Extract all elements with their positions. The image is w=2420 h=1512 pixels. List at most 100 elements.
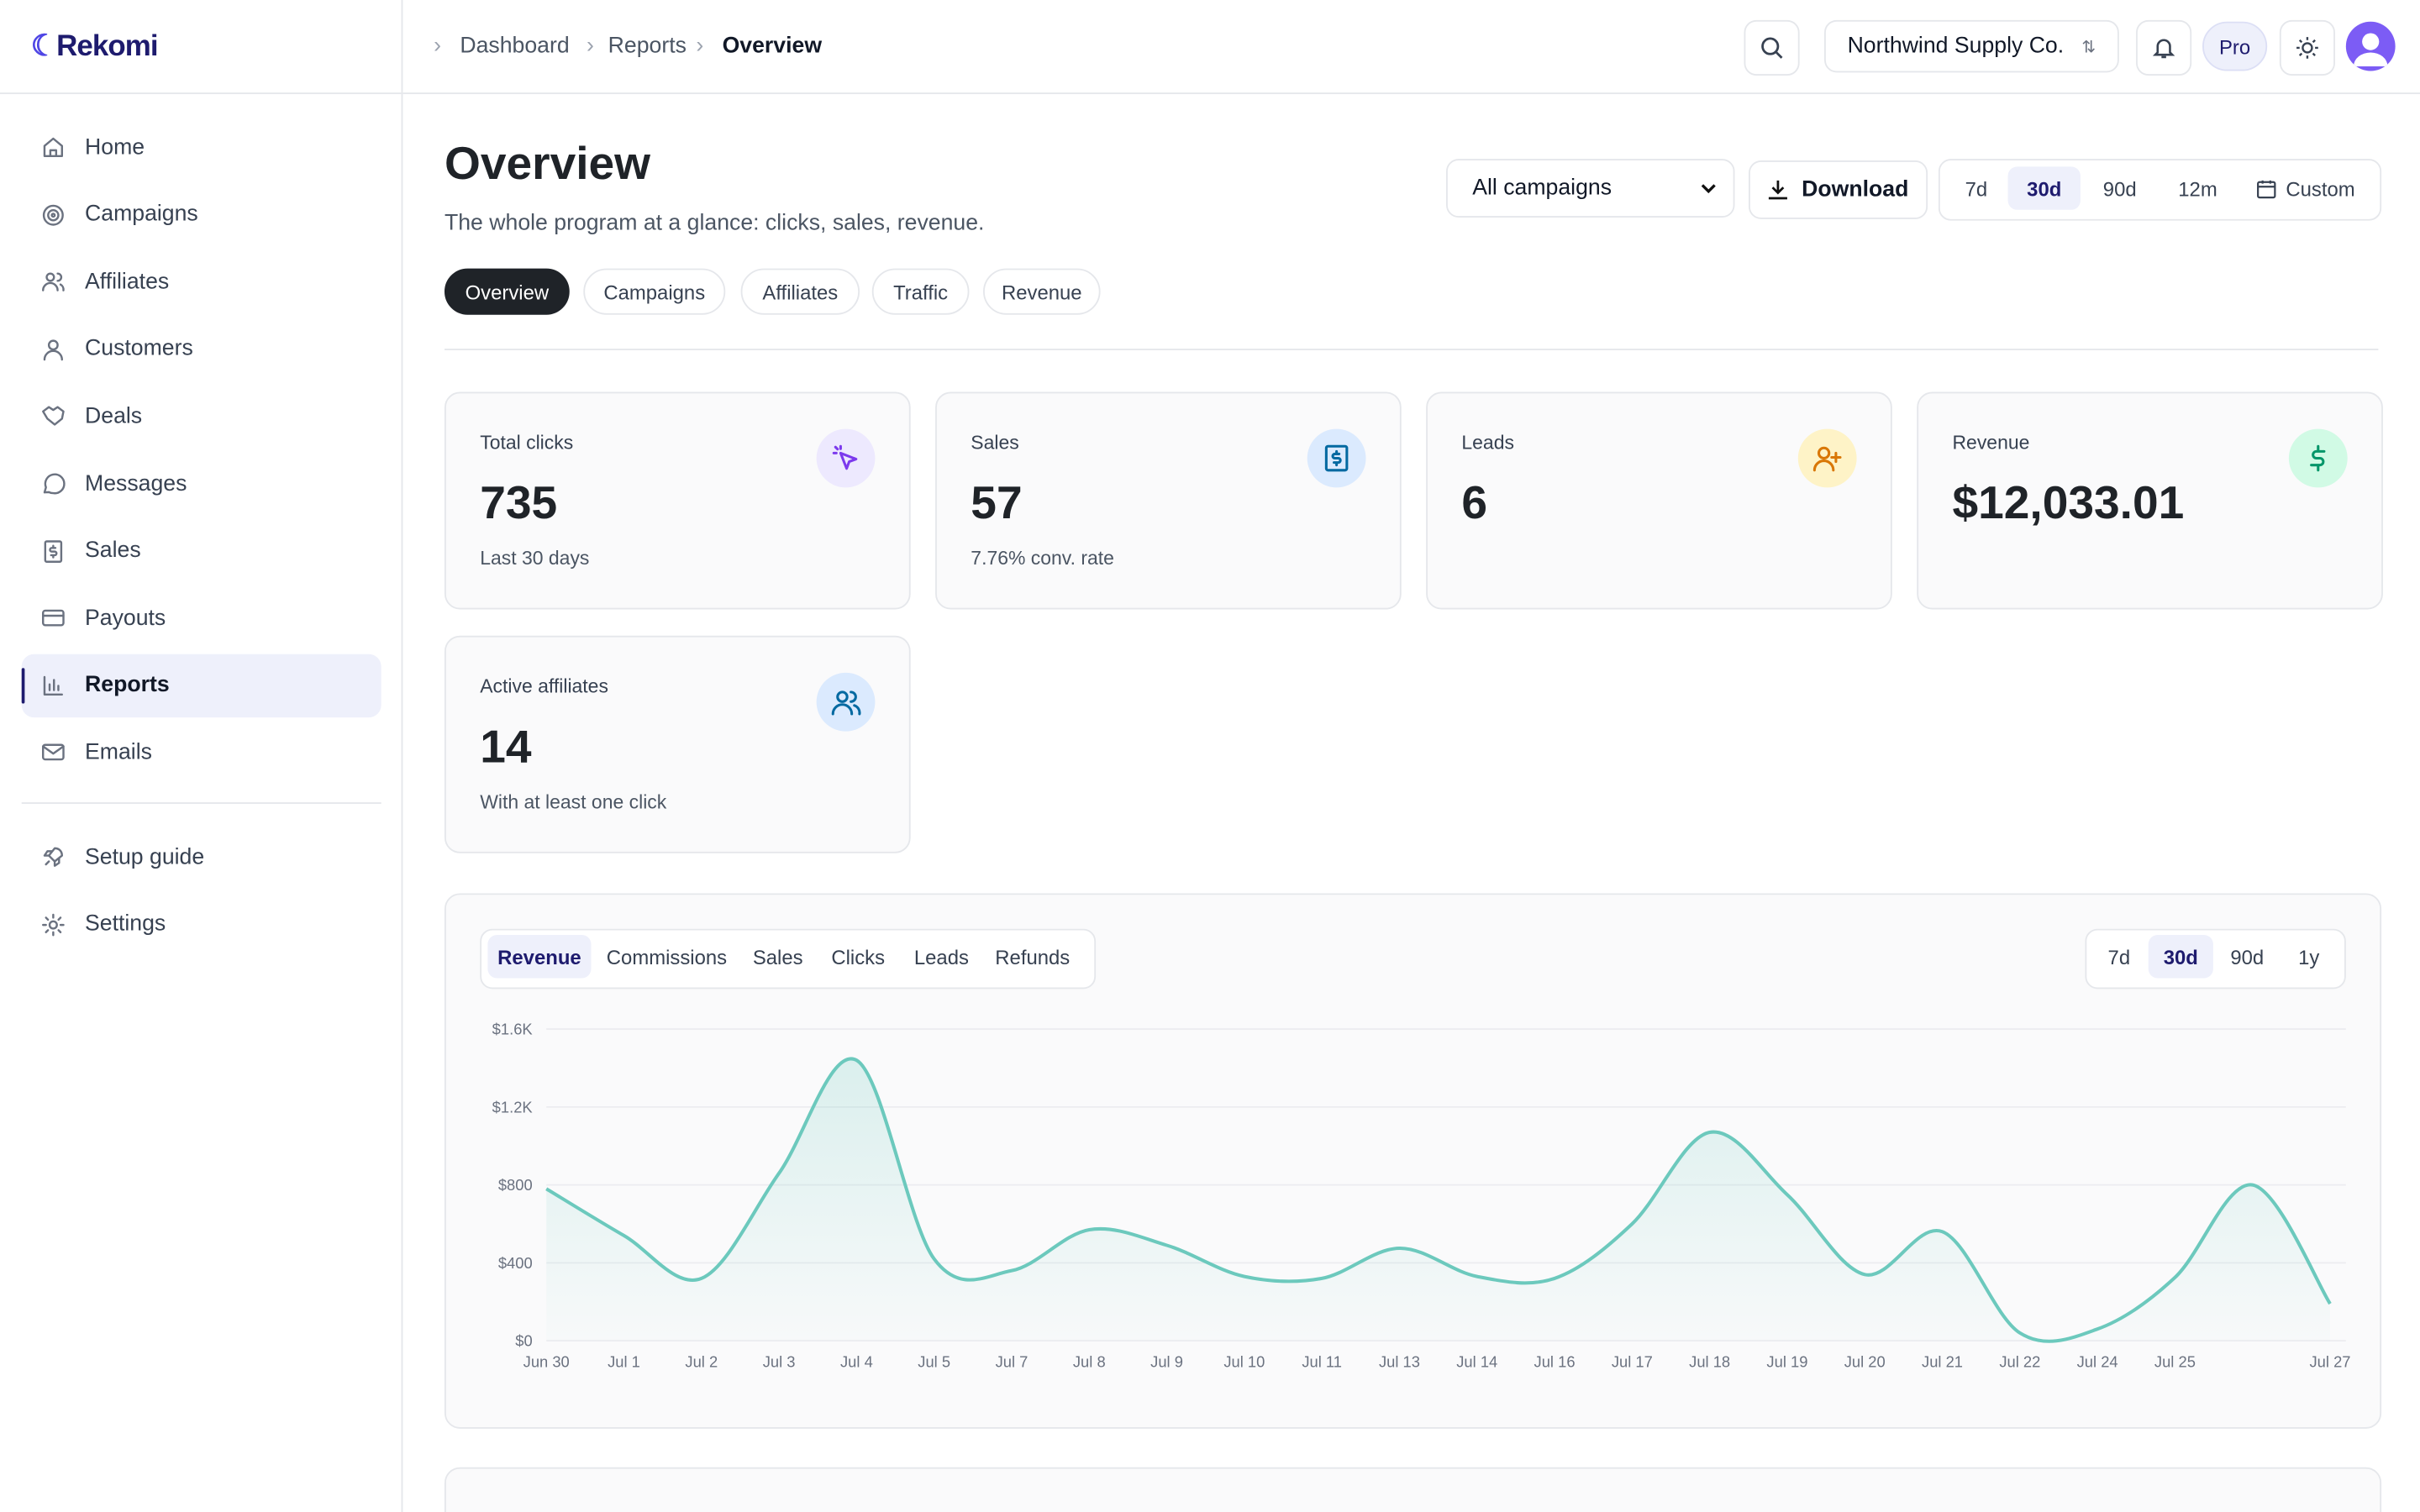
crumb-sep: › <box>586 34 594 59</box>
chart-tab[interactable]: Commissions <box>597 935 736 978</box>
x-tick-label: Jul 3 <box>763 1352 796 1370</box>
tab[interactable]: Campaigns <box>583 268 726 315</box>
tab[interactable]: Traffic <box>871 268 970 315</box>
icon <box>43 137 63 158</box>
chart-range[interactable]: 30d <box>2148 935 2213 979</box>
nav-item-label: Sales <box>85 538 141 564</box>
crumb-sep: › <box>696 34 704 59</box>
kpi-icon <box>2288 428 2348 488</box>
plan-badge[interactable]: Pro <box>2202 21 2268 71</box>
tab[interactable]: Overview <box>444 268 570 315</box>
area <box>546 1058 2331 1341</box>
x-tick-label: Jul 13 <box>1379 1352 1420 1370</box>
nav-item-label: Affiliates <box>85 269 170 295</box>
crumb[interactable]: Reports <box>608 34 687 59</box>
nav-item[interactable]: Reports <box>21 654 381 717</box>
tab[interactable]: Revenue <box>983 268 1101 315</box>
nav-item[interactable]: Messages <box>22 452 381 515</box>
tab-label: Campaigns <box>603 280 706 303</box>
chart-tab-label: Leads <box>913 945 969 969</box>
x-tick-label: Jul 10 <box>1223 1352 1265 1370</box>
nav-item[interactable]: Emails <box>22 721 381 784</box>
divider <box>0 92 402 95</box>
kpi-label: Active affiliates <box>480 675 608 698</box>
chart-tab[interactable]: Refunds <box>988 935 1078 978</box>
nav-item[interactable]: Deals <box>22 385 381 448</box>
x-tick-label: Jul 1 <box>608 1352 640 1370</box>
nav-item-label: Deals <box>85 404 143 429</box>
download-button[interactable]: Download <box>1749 160 1928 219</box>
nav-item-label: Settings <box>85 911 166 937</box>
divider <box>21 802 381 804</box>
range-picker <box>1938 159 2382 221</box>
tab[interactable]: Affiliates <box>740 268 860 315</box>
nav-item[interactable]: Campaigns <box>22 183 381 246</box>
nav-item[interactable]: Settings <box>22 893 381 956</box>
x-tick-label: Jul 9 <box>1150 1352 1183 1370</box>
y-tick-label: $800 <box>498 1176 533 1194</box>
nav-item-label: Home <box>85 134 145 160</box>
chart-range-label: 30d <box>2163 945 2198 969</box>
x-tick-label: Jul 22 <box>1999 1352 2040 1370</box>
chart-range[interactable]: 90d <box>2213 935 2281 978</box>
y-tick-label: $1.6K <box>492 1021 534 1038</box>
campaign-select[interactable]: All campaigns <box>1446 159 1735 218</box>
range-option[interactable]: 30d <box>2007 166 2081 210</box>
avatar[interactable] <box>2345 21 2396 71</box>
chart-range[interactable]: 1y <box>2283 935 2335 978</box>
chart-tab[interactable]: Sales <box>744 935 812 978</box>
logo-mark: ☾ <box>30 30 57 64</box>
chart: $0 $400 $800 $1.2K $1.6K Jun 30 Jul 1 Jul 2 Jul … <box>492 1021 2351 1371</box>
icon <box>43 473 66 495</box>
search-button[interactable] <box>1744 19 1800 76</box>
icon <box>42 744 65 762</box>
range-option-label: 12m <box>2178 176 2217 200</box>
nav-item[interactable]: Setup guide <box>22 826 381 889</box>
nav-item-label: Setup guide <box>85 844 205 870</box>
tab-label: Overview <box>465 280 550 303</box>
range-option[interactable]: 12m <box>2160 166 2237 209</box>
chart-tab[interactable]: Revenue <box>487 935 592 979</box>
crumb-sep: › <box>434 34 442 59</box>
nav-item[interactable]: Sales <box>22 519 381 582</box>
chart-tab-label: Sales <box>752 945 803 969</box>
org-name: Northwind Supply Co. <box>1847 34 2065 59</box>
x-tick-label: Jul 5 <box>918 1352 950 1370</box>
nav-item-label: Messages <box>85 471 187 496</box>
range-option[interactable]: Custom <box>2244 166 2368 209</box>
nav-item[interactable]: Home <box>22 116 381 179</box>
chart-tab-label: Refunds <box>995 945 1071 969</box>
range-option[interactable]: 90d <box>2084 166 2156 209</box>
kpi-label: Leads <box>1461 432 1514 454</box>
chart-range-label: 90d <box>2230 945 2265 969</box>
crumb[interactable]: Dashboard <box>460 34 570 59</box>
brand-name: Rekomi <box>56 30 158 64</box>
nav-item[interactable]: Customers <box>22 318 381 381</box>
org-switcher[interactable]: Northwind Supply Co. ⇅ <box>1824 19 2119 73</box>
kpi-label: Total clicks <box>480 432 574 454</box>
icon <box>43 847 63 867</box>
range-option[interactable]: 7d <box>1948 166 2005 209</box>
nav-item[interactable]: Payouts <box>22 586 381 649</box>
kpi-card: Revenue $12,033.01 <box>1917 391 2383 610</box>
kpi-value: 6 <box>1461 478 1488 530</box>
x-tick-label: Jul 2 <box>685 1352 718 1370</box>
brand[interactable]: ☾Rekomi <box>30 29 159 65</box>
x-tick-label: Jul 14 <box>1456 1352 1497 1370</box>
range-option-label: 90d <box>2102 176 2137 200</box>
theme-toggle[interactable] <box>2279 19 2335 76</box>
icon <box>42 272 65 292</box>
nav-item-label: Payouts <box>85 606 166 631</box>
chart-tab[interactable]: Leads <box>904 935 978 978</box>
x-tick-label: Jul 24 <box>2077 1352 2118 1370</box>
notifications-button[interactable] <box>2136 19 2192 76</box>
chart-range[interactable]: 7d <box>2093 935 2145 978</box>
chart-tab[interactable]: Clicks <box>821 935 895 978</box>
nav-item-label: Campaigns <box>85 202 198 228</box>
y-tick-label: $400 <box>498 1254 533 1272</box>
x-tick-label: Jun 30 <box>523 1352 570 1370</box>
nav-item[interactable]: Affiliates <box>22 250 381 313</box>
x-tick-label: Jul 18 <box>1689 1352 1730 1370</box>
